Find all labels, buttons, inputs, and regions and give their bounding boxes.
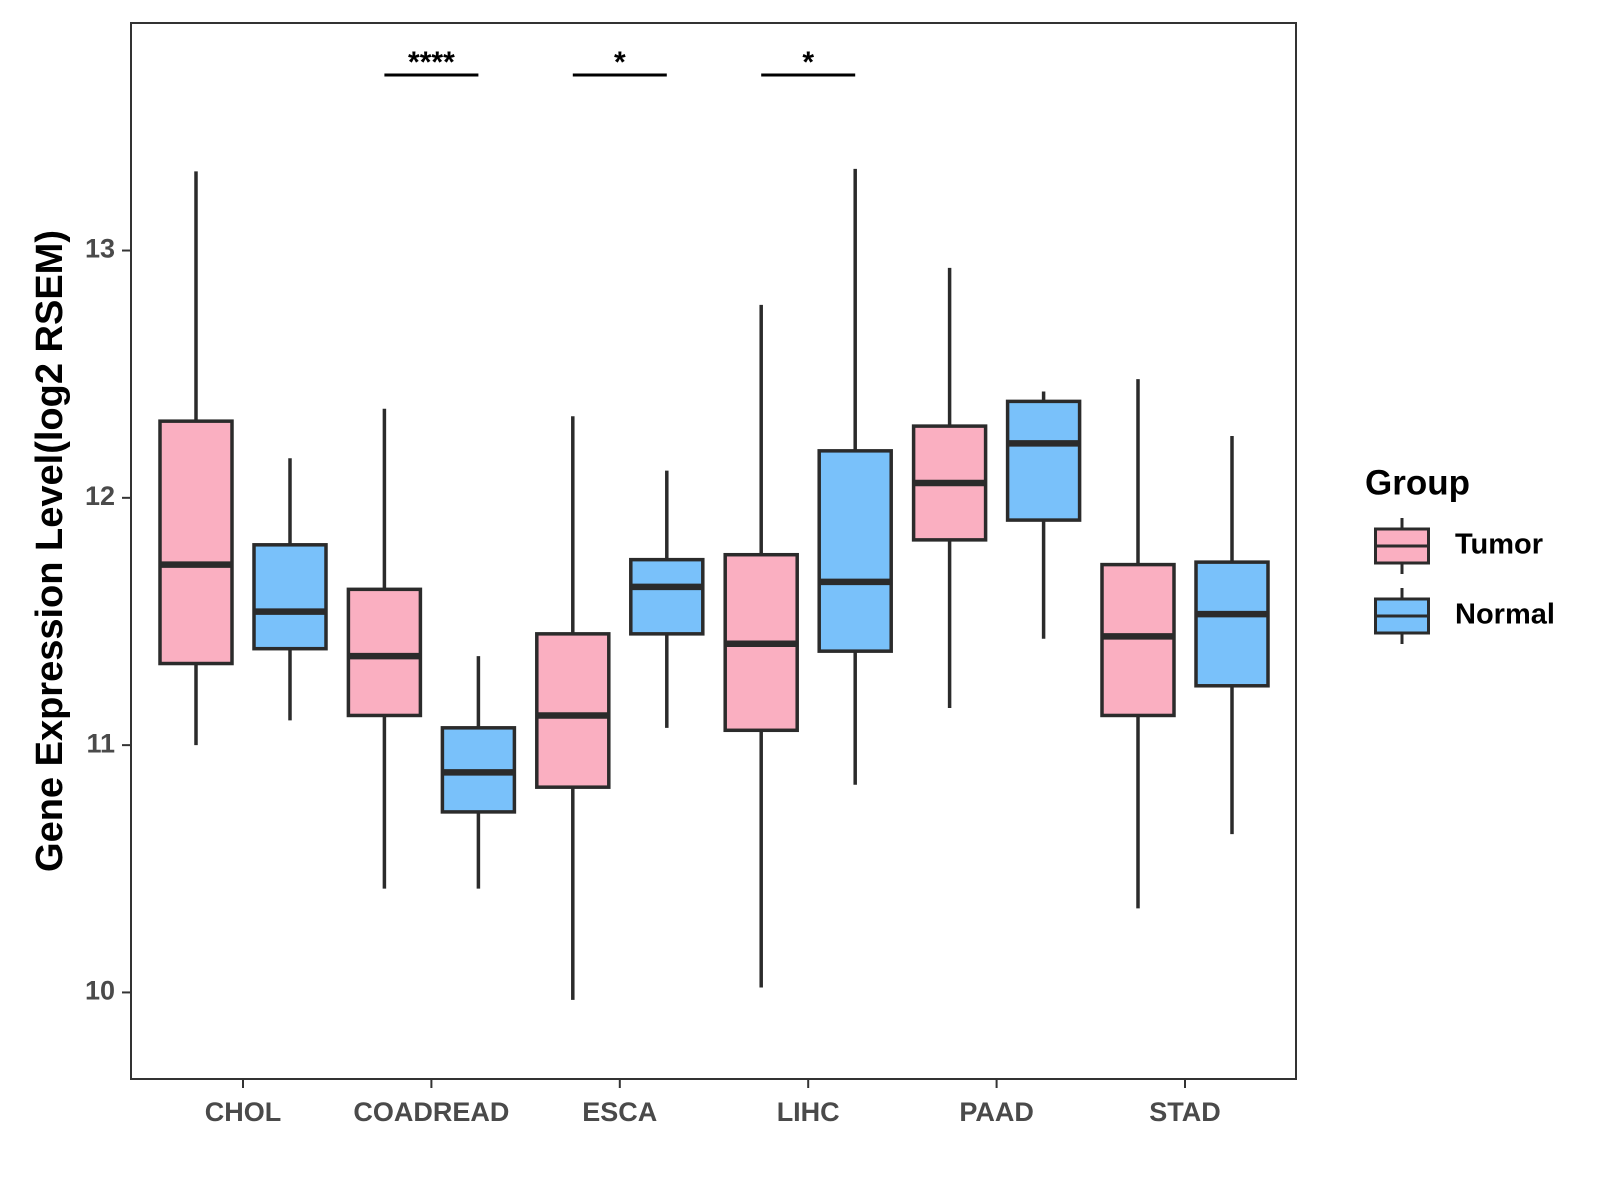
iqr-box xyxy=(817,449,893,653)
box-tumor-esca xyxy=(535,416,611,1000)
legend-item-tumor: Tumor xyxy=(1374,518,1543,574)
iqr-box xyxy=(1100,562,1176,718)
iqr-box xyxy=(629,557,705,636)
significance-coadread: **** xyxy=(384,46,479,79)
x-tick-label-chol: CHOL xyxy=(205,1097,282,1127)
box-normal-paad xyxy=(1005,391,1082,639)
y-tick-label: 13 xyxy=(85,234,115,264)
x-axis: CHOL COADREAD ESCA LIHC PAAD STAD xyxy=(205,1079,1221,1127)
box-normal-lihc xyxy=(817,168,893,785)
x-tick-label-coadread: COADREAD xyxy=(353,1097,509,1127)
y-axis: 10 11 12 13 xyxy=(85,234,131,1006)
iqr-box xyxy=(1005,399,1082,522)
iqr-box xyxy=(346,587,423,718)
y-tick-label: 11 xyxy=(86,728,115,758)
legend: Group Tumor Normal xyxy=(1365,463,1555,644)
iqr-box xyxy=(1194,560,1270,688)
y-tick-label: 10 xyxy=(85,976,115,1006)
legend-title: Group xyxy=(1365,463,1470,502)
significance-label: * xyxy=(802,46,814,79)
significance-lihc: * xyxy=(761,46,856,79)
x-tick-label-esca: ESCA xyxy=(582,1097,657,1127)
box-tumor-coadread xyxy=(346,408,423,889)
y-axis-title: Gene Expression Level(log2 RSEM) xyxy=(29,230,71,872)
iqr-box xyxy=(252,543,328,651)
significance-label: * xyxy=(614,46,626,79)
box-tumor-paad xyxy=(911,267,988,709)
x-tick-label-paad: PAAD xyxy=(959,1097,1034,1127)
iqr-box xyxy=(535,632,611,789)
box-normal-coadread xyxy=(440,656,517,889)
significance-esca: * xyxy=(572,46,667,79)
y-tick-label: 12 xyxy=(85,481,115,511)
box-normal-chol xyxy=(252,458,328,721)
legend-item-normal: Normal xyxy=(1374,588,1555,644)
box-normal-esca xyxy=(629,470,705,728)
box-tumor-stad xyxy=(1100,379,1176,909)
significance-label: **** xyxy=(408,46,455,79)
iqr-box xyxy=(158,419,234,666)
x-tick-label-stad: STAD xyxy=(1149,1097,1221,1127)
significance-layer: **** * * xyxy=(384,46,856,79)
x-tick-label-lihc: LIHC xyxy=(777,1097,840,1127)
box-normal-stad xyxy=(1194,436,1270,835)
legend-label-tumor: Tumor xyxy=(1455,529,1543,561)
legend-label-normal: Normal xyxy=(1455,599,1555,631)
box-layer xyxy=(158,168,1270,1000)
box-tumor-lihc xyxy=(723,304,799,988)
box-tumor-chol xyxy=(158,171,234,746)
